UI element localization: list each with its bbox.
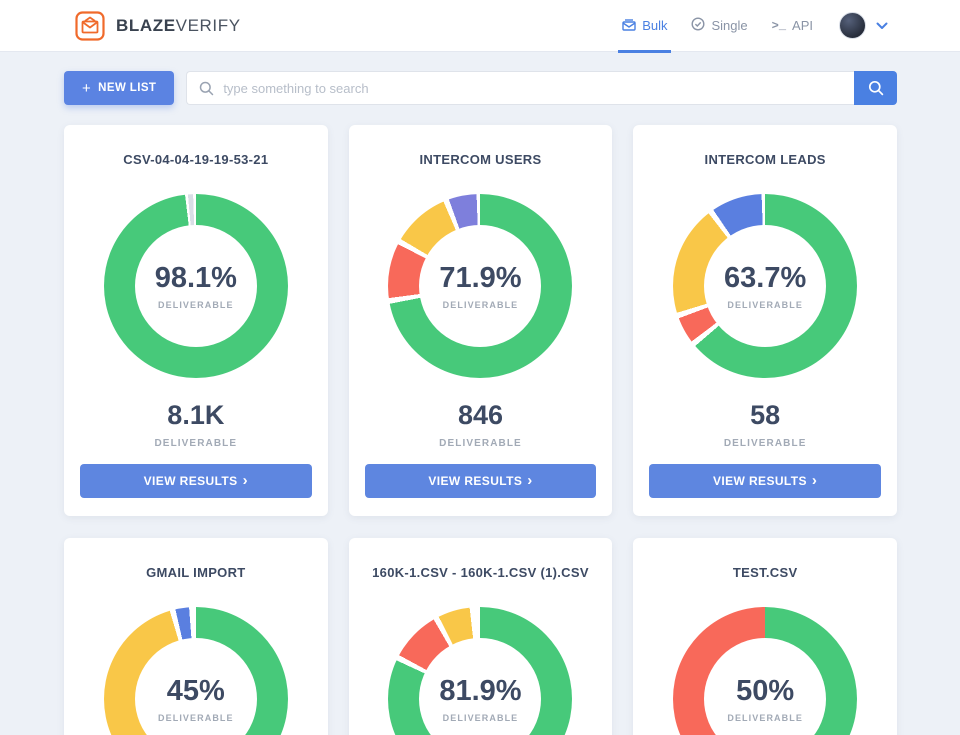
top-nav: Bulk Single >_ API [598, 0, 888, 53]
view-results-label: VIEW RESULTS [428, 474, 523, 488]
search-submit-button[interactable] [854, 71, 897, 105]
donut-chart: 81.9% DELIVERABLE [388, 607, 573, 735]
deliverable-percent-label: DELIVERABLE [158, 300, 234, 310]
new-list-button[interactable]: + NEW LIST [64, 71, 175, 105]
terminal-icon: >_ [771, 18, 787, 33]
view-results-label: VIEW RESULTS [143, 474, 238, 488]
deliverable-percent: 50% [736, 675, 795, 707]
view-results-button[interactable]: VIEW RESULTS › [80, 464, 312, 498]
search-input-box [186, 71, 854, 105]
nav-item-label: Bulk [642, 18, 668, 33]
deliverable-percent: 45% [166, 675, 225, 707]
check-circle-icon [691, 17, 705, 34]
chevron-down-icon[interactable] [876, 22, 888, 30]
donut-center: 98.1% DELIVERABLE [134, 225, 257, 347]
list-card: CSV-04-04-19-19-53-21 98.1% DELIVERABLE … [64, 125, 328, 516]
donut-chart: 45% DELIVERABLE [103, 607, 288, 735]
deliverable-percent: 98.1% [154, 262, 237, 294]
nav-item-label: Single [711, 18, 748, 33]
deliverable-count: 8.1K [167, 400, 225, 430]
blazeverify-logo-icon [74, 10, 106, 42]
user-avatar[interactable] [839, 12, 866, 39]
nav-item-label: API [792, 18, 813, 33]
nav-item-bulk[interactable]: Bulk [618, 0, 672, 53]
donut-chart: 63.7% DELIVERABLE [673, 194, 858, 378]
list-card: INTERCOM USERS 71.9% DELIVERABLE 846 DEL… [348, 125, 613, 516]
view-results-button[interactable]: VIEW RESULTS › [364, 464, 597, 498]
chevron-right-icon: › [811, 472, 818, 489]
list-card: GMAIL IMPORT 45% DELIVERABLE › [64, 538, 328, 735]
search-input[interactable] [187, 72, 854, 104]
card-title: GMAIL IMPORT [146, 565, 246, 580]
new-list-button-label: NEW LIST [98, 82, 157, 94]
deliverable-percent: 63.7% [724, 262, 807, 294]
donut-center: 71.9% DELIVERABLE [419, 225, 542, 347]
deliverable-count-label: DELIVERABLE [439, 438, 522, 449]
donut-center: 81.9% DELIVERABLE [419, 638, 542, 735]
navbar: BLAZEVERIFY Bulk Single >_ [0, 0, 960, 53]
deliverable-percent-label: DELIVERABLE [442, 713, 519, 723]
donut-chart: 98.1% DELIVERABLE [103, 194, 288, 378]
deliverable-percent-label: DELIVERABLE [727, 713, 803, 723]
chevron-right-icon: › [242, 472, 248, 489]
brand-name-light: VERIFY [175, 15, 241, 35]
donut-center: 45% DELIVERABLE [134, 638, 257, 735]
nav-item-api[interactable]: >_ API [772, 0, 813, 52]
bulk-mail-icon [622, 18, 636, 34]
deliverable-percent-label: DELIVERABLE [442, 300, 519, 310]
deliverable-count-label: DELIVERABLE [723, 438, 807, 449]
card-title: 160K-1.CSV - 160K-1.CSV (1).CSV [372, 565, 589, 580]
donut-center: 50% DELIVERABLE [704, 638, 827, 735]
list-card: INTERCOM LEADS 63.7% DELIVERABLE 58 DELI… [633, 125, 897, 516]
search-bar [186, 71, 897, 105]
donut-chart: 71.9% DELIVERABLE [388, 194, 573, 378]
donut-center: 63.7% DELIVERABLE [704, 225, 827, 347]
deliverable-percent: 81.9% [439, 675, 522, 707]
chevron-right-icon: › [527, 472, 533, 489]
card-title: TEST.CSV [732, 565, 798, 580]
search-icon [200, 81, 214, 96]
list-card: 160K-1.CSV - 160K-1.CSV (1).CSV 81.9% DE… [348, 538, 613, 735]
list-card: TEST.CSV 50% DELIVERABLE › [633, 538, 897, 735]
view-results-button[interactable]: VIEW RESULTS › [649, 464, 881, 498]
nav-item-single[interactable]: Single [691, 0, 748, 52]
deliverable-count: 58 [750, 400, 781, 430]
deliverable-percent-label: DELIVERABLE [158, 713, 234, 723]
brand: BLAZEVERIFY [74, 10, 241, 42]
brand-name-bold: BLAZE [116, 15, 176, 35]
card-title: INTERCOM LEADS [704, 152, 826, 167]
toolbar: + NEW LIST [64, 71, 897, 105]
donut-chart: 50% DELIVERABLE [673, 607, 858, 735]
brand-name: BLAZEVERIFY [116, 16, 241, 36]
deliverable-percent-label: DELIVERABLE [727, 300, 803, 310]
plus-icon: + [82, 79, 92, 97]
cards-grid: CSV-04-04-19-19-53-21 98.1% DELIVERABLE … [64, 125, 897, 735]
deliverable-count: 846 [457, 400, 504, 430]
deliverable-percent: 71.9% [439, 262, 522, 294]
card-title: INTERCOM USERS [419, 152, 542, 167]
deliverable-count-label: DELIVERABLE [154, 438, 238, 449]
card-title: CSV-04-04-19-19-53-21 [123, 152, 269, 167]
view-results-label: VIEW RESULTS [712, 474, 807, 488]
search-icon-white [868, 80, 883, 96]
